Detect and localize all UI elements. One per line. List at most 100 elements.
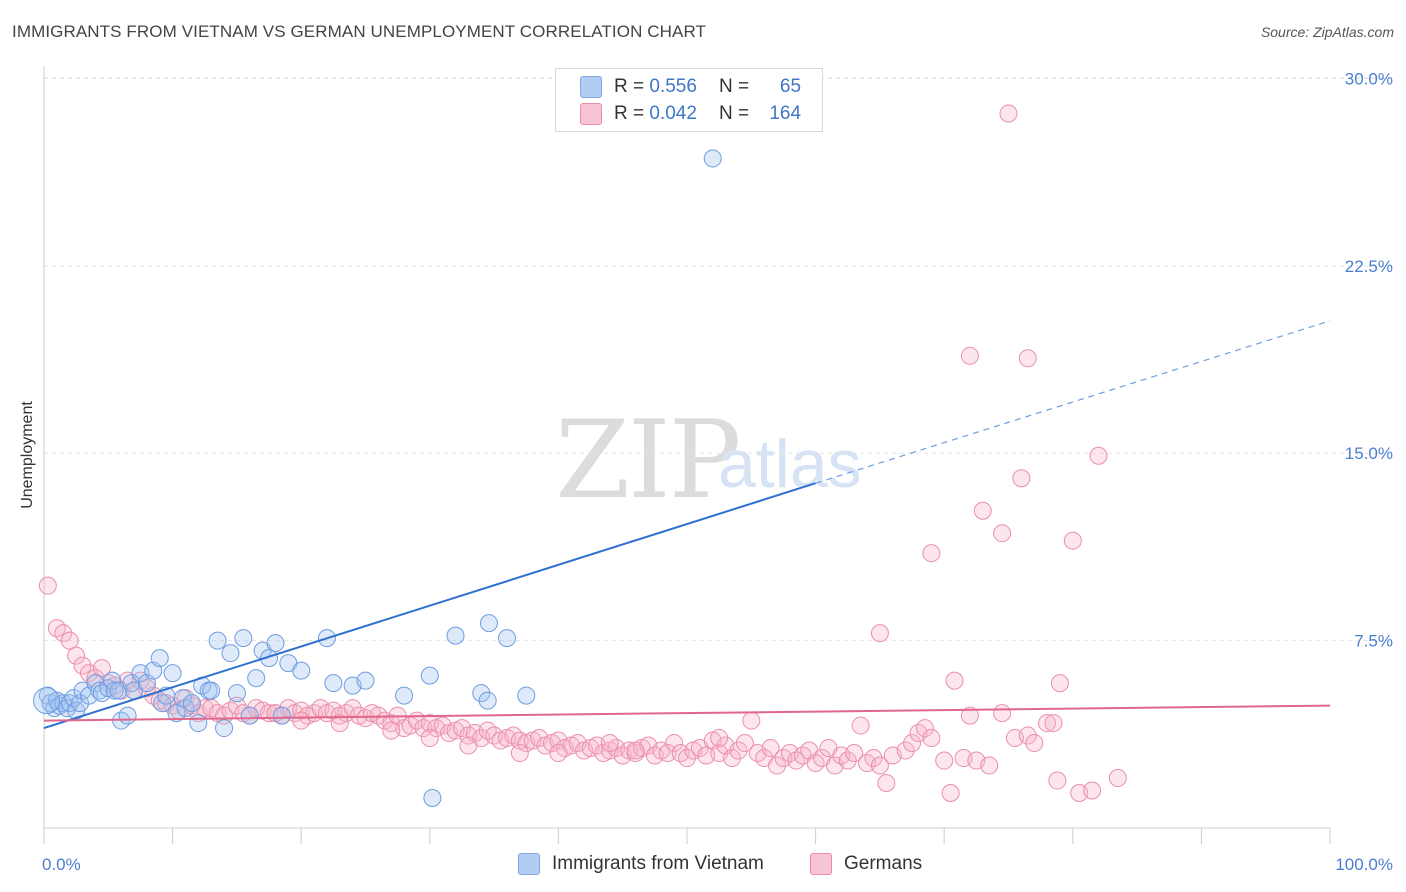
legend-n-label: N = (718, 103, 750, 124)
point-germans (838, 751, 857, 770)
point-germans (922, 544, 941, 563)
point-vietnam (324, 674, 343, 693)
point-germans (903, 734, 922, 753)
point-germans (1050, 674, 1069, 693)
point-vietnam (118, 706, 137, 725)
point-vietnam (215, 719, 234, 738)
legend-row-vietnam: R = 0.556 N = 65 (580, 75, 801, 99)
point-germans (999, 104, 1018, 123)
point-germans (92, 659, 111, 678)
legend-n-value-vietnam: 65 (779, 76, 802, 97)
legend-swatch-vietnam (580, 76, 602, 98)
point-germans (1083, 781, 1102, 800)
point-germans (330, 714, 349, 733)
legend-row-germans: R = 0.042 N = 164 (580, 102, 801, 126)
point-vietnam (234, 629, 253, 648)
point-germans (993, 524, 1012, 543)
chart-title: IMMIGRANTS FROM VIETNAM VS GERMAN UNEMPL… (12, 22, 707, 41)
watermark-atlas: atlas (718, 426, 862, 502)
point-germans (922, 729, 941, 748)
point-germans (945, 671, 964, 690)
point-germans (845, 744, 864, 763)
legend-n-label: N = (718, 76, 750, 97)
watermark-zip: ZIP (555, 398, 741, 523)
point-vietnam (221, 644, 240, 663)
point-germans (723, 749, 742, 768)
point-germans (1025, 734, 1044, 753)
point-vietnam (497, 629, 516, 648)
point-vietnam (292, 661, 311, 680)
x-tick-label-max: 100.0% (1335, 855, 1393, 874)
legend-label-germans: Germans (844, 853, 923, 874)
point-vietnam (472, 684, 491, 703)
point-vietnam (272, 706, 291, 725)
stats-legend: R = 0.556 N = 65 R = 0.042 N = 164 (555, 68, 823, 132)
trend-lines (43, 320, 1331, 730)
point-vietnam (167, 704, 186, 723)
point-germans (54, 624, 73, 643)
point-germans (1012, 469, 1031, 488)
point-germans (38, 576, 57, 595)
legend-r-value-germans: 0.042 (649, 103, 697, 124)
point-vietnam (208, 631, 227, 650)
point-germans (915, 719, 934, 738)
point-vietnam (189, 714, 208, 733)
legend-n-value-germans: 164 (769, 103, 802, 124)
trend-line-germans (43, 704, 1331, 722)
trend-line-vietnam (43, 482, 816, 730)
point-germans (1048, 771, 1067, 790)
point-vietnam (150, 649, 169, 668)
point-vietnam (703, 149, 722, 168)
data-points (33, 104, 1127, 808)
legend-swatch-vietnam (518, 853, 540, 875)
point-germans (941, 784, 960, 803)
point-germans (665, 734, 684, 753)
point-vietnam (423, 789, 442, 808)
point-germans (877, 774, 896, 793)
x-tick-label-min: 0.0% (42, 855, 81, 874)
point-vietnam (446, 626, 465, 645)
point-germans (870, 624, 889, 643)
point-vietnam (227, 684, 246, 703)
point-germans (626, 741, 645, 760)
legend-swatch-germans (810, 853, 832, 875)
point-germans (960, 706, 979, 725)
point-germans (761, 739, 780, 758)
point-vietnam (260, 649, 279, 668)
point-germans (67, 646, 86, 665)
point-germans (420, 729, 439, 748)
legend-item-germans[interactable]: Germans (810, 853, 922, 875)
point-germans (851, 716, 870, 735)
y-tick-label: 30.0% (1345, 69, 1393, 88)
point-germans (768, 756, 787, 775)
tick-labels: 7.5% 15.0% 22.5% 30.0% 0.0% 100.0% (42, 69, 1393, 874)
point-vietnam (266, 634, 285, 653)
point-germans (510, 744, 529, 763)
point-germans (1038, 714, 1057, 733)
point-vietnam (420, 666, 439, 685)
point-germans (960, 346, 979, 365)
point-germans (60, 631, 79, 650)
point-germans (73, 656, 92, 675)
point-germans (935, 751, 954, 770)
y-tick-label: 22.5% (1345, 257, 1393, 276)
point-vietnam (163, 664, 182, 683)
legend-swatch-germans (580, 103, 602, 125)
point-germans (227, 696, 246, 715)
point-germans (993, 704, 1012, 723)
point-vietnam (478, 691, 497, 710)
point-vietnam (202, 681, 221, 700)
legend-label-vietnam: Immigrants from Vietnam (552, 853, 764, 874)
point-vietnam (240, 706, 259, 725)
point-germans (896, 741, 915, 760)
point-germans (735, 734, 754, 753)
point-germans (973, 501, 992, 520)
point-vietnam (247, 669, 266, 688)
point-germans (1108, 769, 1127, 788)
legend-item-vietnam[interactable]: Immigrants from Vietnam (518, 853, 764, 875)
y-tick-label: 7.5% (1354, 632, 1393, 651)
point-germans (710, 729, 729, 748)
chart-source: Source: ZipAtlas.com (1260, 24, 1394, 40)
point-germans (549, 744, 568, 763)
